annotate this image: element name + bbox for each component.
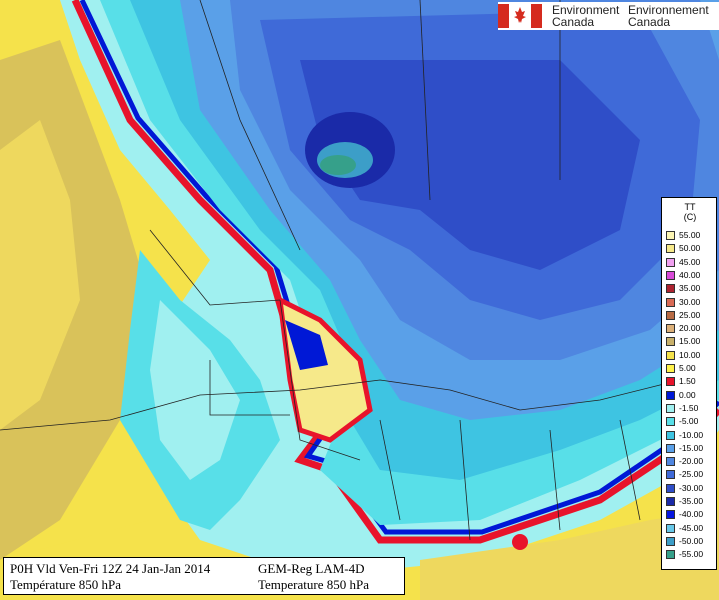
- legend-entry: 40.00: [666, 269, 716, 280]
- legend-entry: 35.00: [666, 283, 716, 294]
- legend-title: TT (C): [662, 202, 718, 222]
- legend-swatch: [666, 470, 675, 480]
- legend-swatch: [666, 523, 675, 533]
- field-label-fr: Température 850 hPa: [10, 577, 121, 592]
- legend-swatch: [666, 364, 675, 373]
- legend-label: -30.00: [679, 482, 704, 493]
- environment-canada-logo: Environment Canada Environnement Canada: [498, 2, 719, 30]
- legend-entry: 15.00: [666, 336, 716, 347]
- legend-entry: -10.00: [666, 429, 716, 440]
- legend-entry: 0.00: [666, 389, 716, 400]
- legend-label: -1.50: [679, 402, 699, 413]
- legend-swatch: [666, 443, 675, 453]
- legend-entry: -40.00: [666, 509, 716, 520]
- legend-title-unit: (C): [683, 212, 697, 222]
- legend-entry: -35.00: [666, 496, 716, 506]
- legend-entry: 20.00: [666, 323, 716, 334]
- field-label-en: Temperature 850 hPa: [258, 577, 369, 592]
- validity-text: P0H Vld Ven-Fri 12Z 24 Jan-Jan 2014: [10, 561, 211, 576]
- legend-label: -45.00: [679, 522, 704, 533]
- legend-entry: -45.00: [666, 522, 716, 533]
- legend-label: 25.00: [679, 309, 701, 320]
- legend-entry: 10.00: [666, 349, 716, 360]
- legend-swatch: [666, 350, 675, 360]
- legend-title-code: TT: [684, 202, 696, 212]
- legend-label: 50.00: [679, 243, 701, 254]
- legend-label: -20.00: [679, 456, 704, 467]
- legend-label: -10.00: [679, 429, 704, 440]
- legend-entry: -25.00: [666, 469, 716, 480]
- legend-label: -15.00: [679, 442, 704, 453]
- legend-label: -40.00: [679, 509, 704, 520]
- legend-entry: 55.00: [666, 230, 716, 240]
- forecast-info-box: P0H Vld Ven-Fri 12Z 24 Jan-Jan 2014 Temp…: [3, 557, 405, 595]
- legend-entry: -50.00: [666, 535, 716, 546]
- legend-entry: 25.00: [666, 309, 716, 320]
- legend-label: 55.00: [679, 230, 701, 240]
- legend-label: -55.00: [679, 549, 704, 560]
- legend-entry: 1.50: [666, 376, 716, 387]
- legend-swatch: [666, 284, 675, 294]
- legend-swatch: [666, 403, 675, 413]
- legend-entry: -5.00: [666, 416, 716, 427]
- legend-swatch: [666, 310, 675, 320]
- legend-label: 5.00: [679, 363, 696, 373]
- legend-swatch: [666, 270, 675, 280]
- legend-label: 15.00: [679, 336, 701, 347]
- legend-label: -25.00: [679, 469, 704, 480]
- legend-entry: -15.00: [666, 442, 716, 453]
- legend-label: 40.00: [679, 269, 701, 280]
- legend-swatch: [666, 257, 675, 267]
- legend-label: -50.00: [679, 535, 704, 546]
- logo-text-environnement: Environnement: [628, 3, 709, 17]
- legend-swatch: [666, 497, 675, 506]
- legend-swatch: [666, 390, 675, 400]
- legend-entry: 45.00: [666, 256, 716, 267]
- legend-swatch: [666, 550, 675, 560]
- legend-label: 1.50: [679, 376, 696, 387]
- legend-label: 30.00: [679, 296, 701, 307]
- legend-entry: 5.00: [666, 363, 716, 373]
- legend-swatch: [666, 430, 675, 440]
- legend-label: 45.00: [679, 256, 701, 267]
- legend-label: -5.00: [679, 416, 699, 427]
- legend-entry: -1.50: [666, 402, 716, 413]
- legend-entry: 50.00: [666, 243, 716, 254]
- legend-swatch: [666, 457, 675, 467]
- logo-text-canada-fr: Canada: [628, 15, 671, 29]
- legend-label: 10.00: [679, 349, 701, 360]
- legend-swatch: [666, 377, 675, 387]
- logo-text-canada: Canada: [552, 15, 595, 29]
- legend-swatch: [666, 231, 675, 240]
- legend-swatch: [666, 417, 675, 427]
- legend-swatch: [666, 324, 675, 334]
- legend-entry: 30.00: [666, 296, 716, 307]
- legend-swatch: [666, 337, 675, 347]
- legend-swatch: [666, 510, 675, 520]
- legend-swatch: [666, 297, 675, 307]
- legend-label: 20.00: [679, 323, 701, 334]
- canada-flag-icon: [498, 4, 542, 28]
- legend-entry: -55.00: [666, 549, 716, 560]
- legend-label: 0.00: [679, 389, 696, 400]
- legend-label: 35.00: [679, 283, 701, 294]
- model-name: GEM-Reg LAM-4D: [258, 561, 365, 576]
- legend-entry: -20.00: [666, 456, 716, 467]
- legend-swatch: [666, 536, 675, 546]
- legend-swatch: [666, 244, 675, 254]
- logo-text-environment: Environment: [552, 3, 620, 17]
- legend-label: -35.00: [679, 496, 704, 506]
- legend-entry: -30.00: [666, 482, 716, 493]
- color-legend: TT (C) 55.00 50.00 45.00 40.00 35.00 30.00 25.…: [661, 197, 717, 570]
- legend-swatch: [666, 483, 675, 493]
